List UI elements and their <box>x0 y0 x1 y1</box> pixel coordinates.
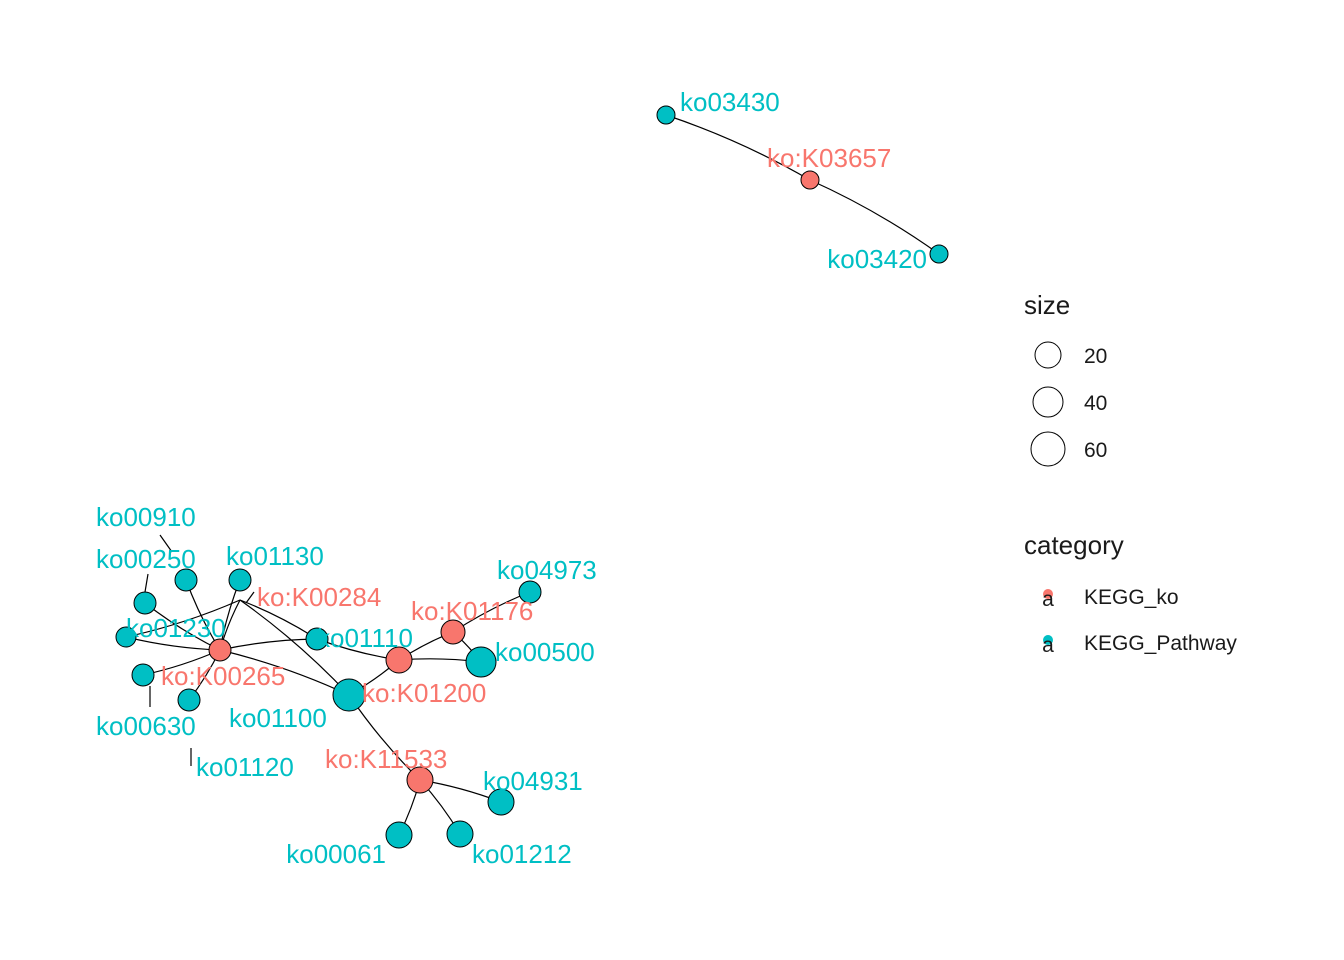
legend-size-label-60: 60 <box>1084 439 1107 462</box>
label-leader-line <box>159 534 173 553</box>
node-ko01100 <box>332 678 366 712</box>
node-ko-k00265 <box>208 638 232 662</box>
legend-key-pathway-dot <box>1043 635 1053 645</box>
edge <box>809 179 940 255</box>
node-ko00250 <box>174 568 198 592</box>
nodes-layer <box>115 105 949 849</box>
legend-key-ko-dot <box>1043 589 1053 599</box>
node-label-ko01120: ko01120 <box>196 752 294 782</box>
legend-size-circle-60 <box>1030 431 1066 467</box>
node-ko00500 <box>465 646 497 678</box>
legend-size-label-20: 20 <box>1084 345 1107 368</box>
node-label-ko01100: ko01100 <box>229 703 327 733</box>
node-ko01230 <box>115 626 137 648</box>
legend-size-title: size <box>1024 290 1070 320</box>
edge <box>219 638 318 651</box>
node-label-ko01110: ko01110 <box>317 623 413 653</box>
node-label-ko01130: ko01130 <box>226 541 324 571</box>
node-ko-k01176 <box>440 619 466 645</box>
node-ko01130 <box>228 568 252 592</box>
node-label-ko-k01200: ko:K01200 <box>362 678 486 708</box>
legend-size-circle-20 <box>1034 341 1062 369</box>
node-label-ko01230: ko01230 <box>126 613 226 643</box>
legend-size-label-40: 40 <box>1084 392 1107 415</box>
node-label-ko01212: ko01212 <box>472 839 572 869</box>
edge <box>125 599 241 638</box>
node-label-ko03430: ko03430 <box>680 87 780 117</box>
node-label-ko04973: ko04973 <box>497 555 597 585</box>
node-ko04931 <box>487 788 515 816</box>
node-label-ko00061: ko00061 <box>286 839 386 869</box>
node-label-ko00630: ko00630 <box>96 711 196 741</box>
edge <box>239 599 350 696</box>
label-leader-line <box>245 591 255 604</box>
node-ko03420 <box>929 244 949 264</box>
node-label-ko-k01176: ko:K01176 <box>411 596 533 626</box>
node-ko-k11533 <box>406 766 434 794</box>
legend-category-title: category <box>1024 530 1124 560</box>
node-ko-k03657 <box>800 170 820 190</box>
node-label-ko00500: ko00500 <box>495 637 595 667</box>
node-ko01212 <box>446 820 474 848</box>
node-ko03430 <box>656 105 676 125</box>
node-label-ko-k00265: ko:K00265 <box>161 661 285 691</box>
node-label-ko00250: ko00250 <box>96 544 196 574</box>
node-ko01120 <box>177 688 201 712</box>
legend-key-ko-glyph: a <box>1042 588 1054 611</box>
legend-category: category a KEGG_ko a KEGG_Pathway <box>1024 530 1237 657</box>
node-label-ko04931: ko04931 <box>483 766 583 796</box>
node-ko00630 <box>131 663 155 687</box>
legend-label-kegg-pathway: KEGG_Pathway <box>1084 632 1237 655</box>
legend-size-circle-40 <box>1032 386 1064 418</box>
node-label-ko03420: ko03420 <box>827 244 927 274</box>
node-label-ko-k11533: ko:K11533 <box>325 744 447 774</box>
labels-layer: ko03430 ko:K03657 ko03420 ko00910 ko00250 ko0… <box>96 87 927 869</box>
node-ko-k01200 <box>385 646 413 674</box>
node-label-ko00910: ko00910 <box>96 502 196 532</box>
legend-key-pathway-glyph: a <box>1042 634 1054 657</box>
node-label-ko-k00284: ko:K00284 <box>257 582 381 612</box>
legend-label-kegg-ko: KEGG_ko <box>1084 586 1179 609</box>
node-ko00061 <box>385 821 413 849</box>
node-ko00910 <box>133 591 157 615</box>
legend-size: size 20 40 60 <box>1024 290 1107 467</box>
node-ko04973 <box>518 580 542 604</box>
node-label-ko-k03657: ko:K03657 <box>767 143 891 173</box>
edge <box>665 114 811 181</box>
label-leader-line <box>144 573 149 593</box>
node-ko01110 <box>305 627 329 651</box>
